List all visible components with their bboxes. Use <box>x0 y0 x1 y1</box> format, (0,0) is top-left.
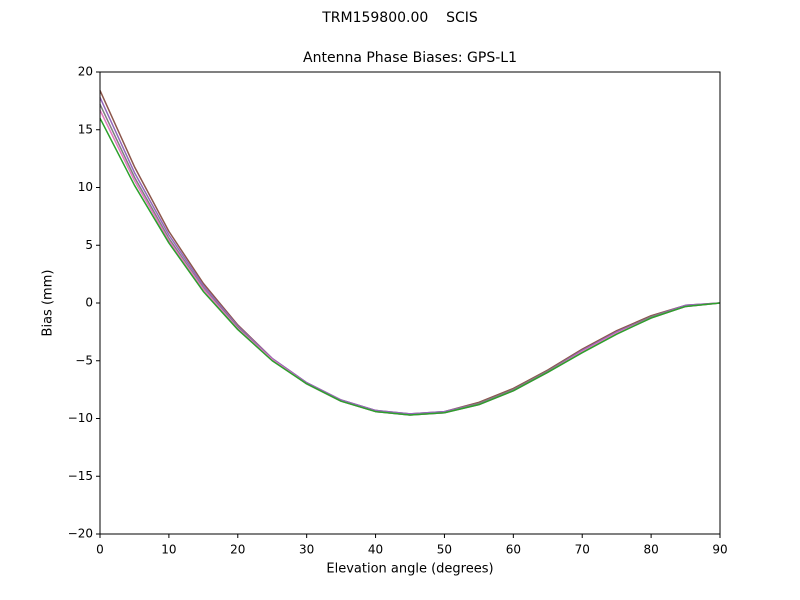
y-axis-label: Bias (mm) <box>41 270 56 337</box>
x-tick-label: 30 <box>299 543 314 557</box>
y-tick-label: −10 <box>68 411 93 425</box>
plot-frame <box>99 71 721 535</box>
series-line <box>99 97 721 415</box>
y-tick-label: 0 <box>85 296 93 310</box>
y-tick-label: −20 <box>68 527 93 541</box>
y-tick-label: 5 <box>85 238 93 252</box>
y-tick-label: 20 <box>78 65 93 79</box>
x-tick-label: 0 <box>96 543 104 557</box>
x-tick-label: 50 <box>437 543 452 557</box>
y-tick-label: 15 <box>78 122 93 136</box>
y-tick-label: −5 <box>75 353 93 367</box>
x-axis-label: Elevation angle (degrees) <box>326 562 493 577</box>
x-tick-label: 90 <box>712 543 727 557</box>
x-tick-label: 10 <box>161 543 176 557</box>
x-tick-label: 70 <box>575 543 590 557</box>
y-tick-label: −15 <box>68 469 93 483</box>
x-tick-label: 80 <box>643 543 658 557</box>
chart-subtitle: Antenna Phase Biases: GPS-L1 <box>303 50 517 66</box>
series-line <box>99 117 721 416</box>
x-tick-label: 20 <box>230 543 245 557</box>
y-tick-label: 10 <box>78 180 93 194</box>
x-tick-label: 40 <box>368 543 383 557</box>
chart-title: TRM159800.00 SCIS <box>321 10 478 26</box>
x-tick-label: 60 <box>506 543 521 557</box>
